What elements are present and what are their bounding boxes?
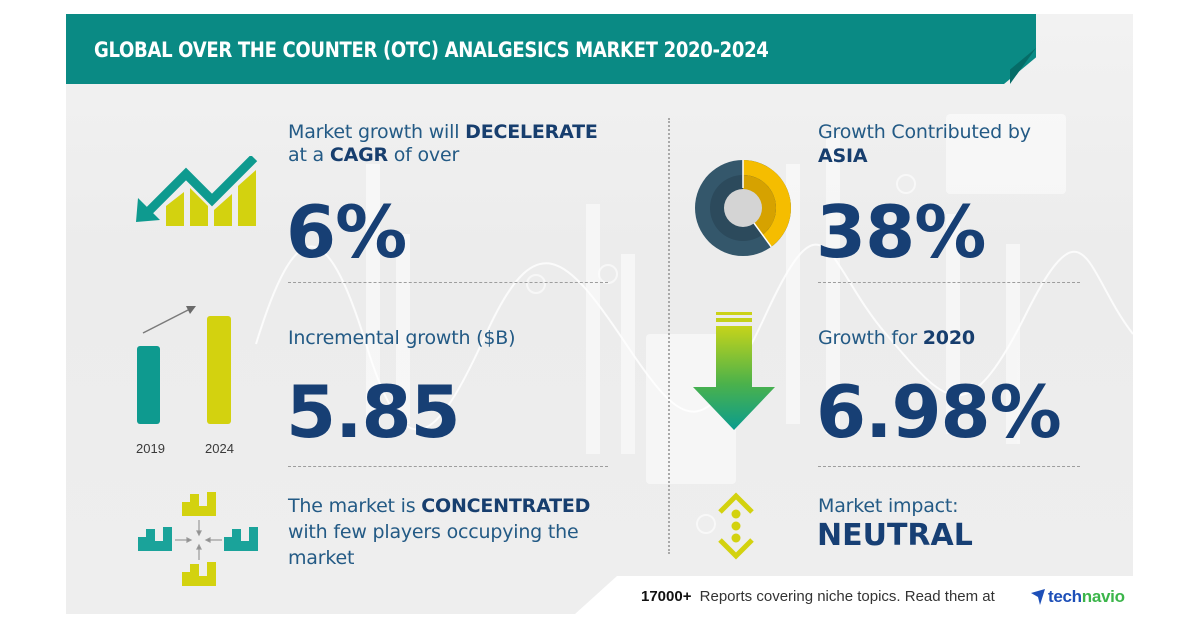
logo-part-tech: tech	[1048, 587, 1082, 606]
buildings-converge-icon	[138, 492, 258, 586]
report-count: 17000+	[641, 588, 692, 605]
year-label-2019: 2019	[136, 441, 165, 456]
down-arrow-icon	[693, 312, 775, 430]
separator	[288, 466, 608, 467]
technavio-arrow-icon	[1031, 589, 1045, 605]
yoy-value: 6.98%	[816, 370, 1062, 454]
region-value: 38%	[816, 190, 986, 274]
cagr-value: 6%	[286, 190, 407, 274]
neutral-impact-icon	[718, 492, 754, 560]
concentration-label-line2: with few players occupying the	[288, 521, 579, 543]
separator	[288, 282, 608, 283]
impact-value: NEUTRAL	[817, 518, 973, 553]
trend-decline-icon	[136, 156, 258, 226]
footer-promo: 17000+ Reports covering niche topics. Re…	[641, 588, 995, 605]
separator	[818, 282, 1080, 283]
region-name: ASIA	[818, 145, 868, 167]
footer-text: Reports covering niche topics. Read them…	[699, 588, 995, 605]
incremental-label: Incremental growth ($B)	[288, 327, 516, 349]
donut-chart-icon	[695, 160, 791, 256]
bar-growth-icon	[137, 306, 231, 424]
impact-label: Market impact:	[818, 495, 959, 517]
separator	[818, 466, 1080, 467]
title-banner: GLOBAL OVER THE COUNTER (OTC) ANALGESICS…	[66, 14, 1036, 84]
column-divider	[668, 118, 670, 554]
infographic-card: GLOBAL OVER THE COUNTER (OTC) ANALGESICS…	[66, 14, 1133, 614]
concentration-label: The market is CONCENTRATED	[288, 495, 591, 517]
cagr-label: Market growth will DECELERATE	[288, 121, 598, 143]
yoy-label: Growth for 2020	[818, 327, 975, 349]
year-label-2024: 2024	[205, 441, 234, 456]
region-label: Growth Contributed by	[818, 121, 1031, 143]
concentration-label-line3: market	[288, 547, 355, 569]
footer-tab	[575, 576, 1200, 627]
incremental-value: 5.85	[286, 370, 461, 454]
page-title: GLOBAL OVER THE COUNTER (OTC) ANALGESICS…	[94, 38, 769, 62]
technavio-logo[interactable]: tech navio	[1031, 586, 1125, 608]
cagr-label-line2: at a CAGR of over	[288, 144, 460, 166]
logo-part-navio: navio	[1081, 587, 1125, 606]
